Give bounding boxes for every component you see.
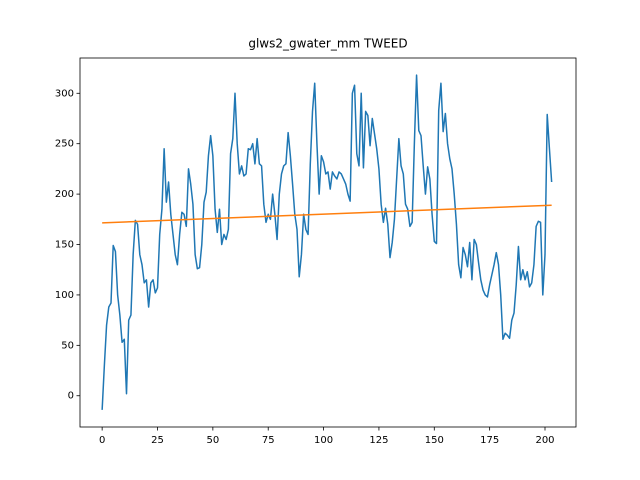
x-tick-label: 0 <box>99 435 105 446</box>
y-tick-label: 50 <box>61 340 74 351</box>
x-tick-label: 200 <box>535 435 554 446</box>
x-tick-label: 75 <box>262 435 275 446</box>
x-tick-label: 150 <box>425 435 444 446</box>
y-tick-label: 100 <box>55 290 74 301</box>
x-tick-label: 50 <box>206 435 219 446</box>
axes-frame <box>79 57 577 428</box>
x-tick-label: 100 <box>314 435 333 446</box>
series-line <box>101 74 553 410</box>
x-tick-label: 175 <box>480 435 499 446</box>
y-tick-label: 300 <box>55 88 74 99</box>
y-tick-label: 250 <box>55 139 74 150</box>
x-tick-label: 25 <box>151 435 164 446</box>
chart-title: glws2_gwater_mm TWEED <box>248 37 407 51</box>
y-tick-label: 0 <box>68 391 74 402</box>
series-line <box>102 204 552 224</box>
plot-area <box>101 74 553 410</box>
y-tick-label: 150 <box>55 240 74 251</box>
x-tick-label: 125 <box>369 435 388 446</box>
y-tick-label: 200 <box>55 189 74 200</box>
